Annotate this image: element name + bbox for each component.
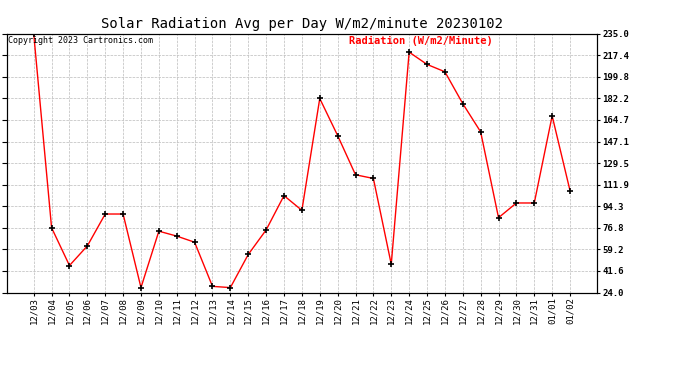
Text: Radiation (W/m2/Minute): Radiation (W/m2/Minute) bbox=[349, 36, 493, 46]
Text: Copyright 2023 Cartronics.com: Copyright 2023 Cartronics.com bbox=[8, 36, 153, 45]
Title: Solar Radiation Avg per Day W/m2/minute 20230102: Solar Radiation Avg per Day W/m2/minute … bbox=[101, 17, 503, 31]
